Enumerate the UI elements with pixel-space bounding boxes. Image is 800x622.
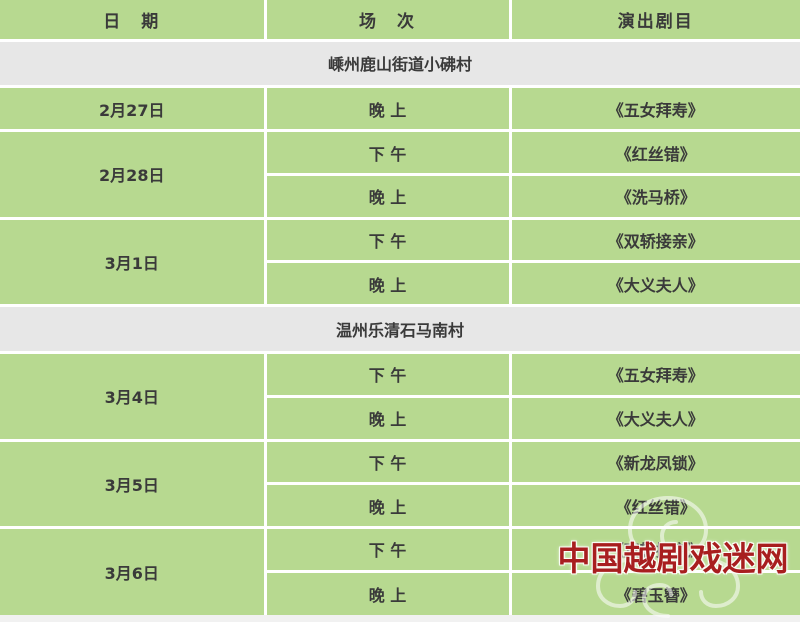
date-cell: 3月1日: [0, 216, 267, 308]
session-cell: 晚 上: [263, 394, 512, 442]
date-cell: 2月28日: [0, 129, 267, 220]
session-cell: 晚 上: [263, 172, 512, 220]
session-cell: 晚 上: [263, 569, 512, 617]
session-cell: 下 午: [263, 525, 512, 573]
play-cell: 《大义夫人》: [508, 394, 800, 442]
play-cell: 《五女拜寿》: [508, 351, 800, 398]
session-cell: 下 午: [263, 129, 512, 176]
play-cell: 《洗马桥》: [508, 172, 800, 220]
play-cell: 《双轿接亲》: [508, 216, 800, 264]
session-cell: 晚 上: [263, 85, 512, 133]
section-row-venue2: 温州乐清石马南村: [0, 304, 800, 355]
play-cell: 《大义夫人》: [508, 260, 800, 308]
session-cell: 晚 上: [263, 482, 512, 529]
table-row: 3月1日 下 午 《双轿接亲》: [0, 216, 800, 308]
table-row: 2月27日 晚 上 《五女拜寿》: [0, 85, 800, 133]
table-row: 晚 上 《大义夫人》: [0, 394, 800, 442]
table-row: 2月28日 下 午 《红丝错》: [0, 129, 800, 220]
play-cell: 《双轿接亲》: [508, 525, 800, 573]
play-cell: 《碧玉簪》: [508, 569, 800, 617]
table-row: 3月5日 下 午 《新龙凤锁》: [0, 438, 800, 529]
play-cell: 《红丝错》: [508, 129, 800, 176]
header-play: 演出剧目: [508, 0, 800, 42]
header-session: 场 次: [263, 0, 512, 42]
table-row: 晚 上 《洗马桥》: [0, 172, 800, 220]
session-cell: 晚 上: [263, 260, 512, 308]
section-row-venue1: 嵊州鹿山街道小砩村: [0, 38, 800, 89]
section-title: 温州乐清石马南村: [0, 304, 800, 355]
date-cell: 3月5日: [0, 438, 267, 529]
play-cell: 《红丝错》: [508, 482, 800, 529]
session-cell: 下 午: [263, 438, 512, 486]
table-row: 晚 上 《碧玉簪》: [0, 569, 800, 617]
session-cell: 下 午: [263, 216, 512, 264]
date-cell: 2月27日: [0, 85, 267, 133]
section-title: 嵊州鹿山街道小砩村: [0, 38, 800, 89]
header-date: 日 期: [0, 0, 267, 42]
header-row: 日 期 场 次 演出剧目: [0, 0, 800, 42]
table-row: 3月6日 下 午 《双轿接亲》: [0, 525, 800, 617]
play-cell: 《新龙凤锁》: [508, 438, 800, 486]
table-row: 晚 上 《大义夫人》: [0, 260, 800, 308]
date-cell: 3月4日: [0, 351, 267, 442]
date-cell: 3月6日: [0, 525, 267, 617]
play-cell: 《五女拜寿》: [508, 85, 800, 133]
session-cell: 下 午: [263, 351, 512, 398]
table-row: 3月4日 下 午 《五女拜寿》: [0, 351, 800, 442]
